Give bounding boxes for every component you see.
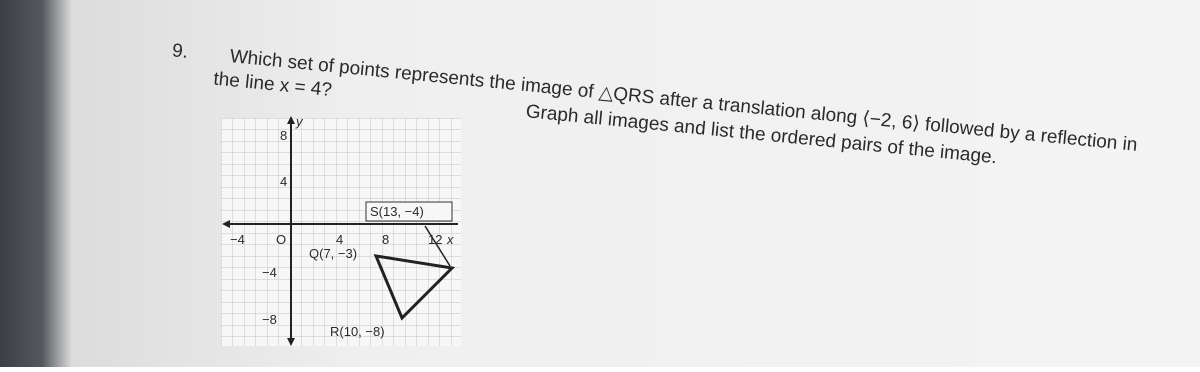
grid: [221, 118, 461, 346]
point-label: R(10, −8): [330, 324, 385, 339]
y-tick-label: −4: [262, 265, 277, 280]
point-label: S(13, −4): [370, 204, 424, 219]
y-tick-label: 8: [280, 128, 287, 143]
axis-label: y: [295, 114, 304, 129]
y-tick-label: −8: [262, 312, 277, 327]
x-tick-label: −4: [230, 232, 245, 247]
x-tick-label: 8: [382, 232, 389, 247]
x-tick-label: 4: [336, 232, 343, 247]
question-number: 9.: [171, 40, 189, 62]
pointer-line: [424, 225, 451, 267]
label-box: [365, 201, 453, 222]
origin-label: O: [276, 232, 286, 247]
y-tick-label: 4: [280, 174, 287, 189]
coordinate-graph: y x O 8 4 −4 −8 −4 4 8 12 S(13, −4) Q(7,…: [221, 114, 461, 346]
point-label: Q(7, −3): [309, 246, 357, 261]
axis-label: x: [446, 232, 454, 247]
triangle-qrs: [373, 254, 456, 321]
